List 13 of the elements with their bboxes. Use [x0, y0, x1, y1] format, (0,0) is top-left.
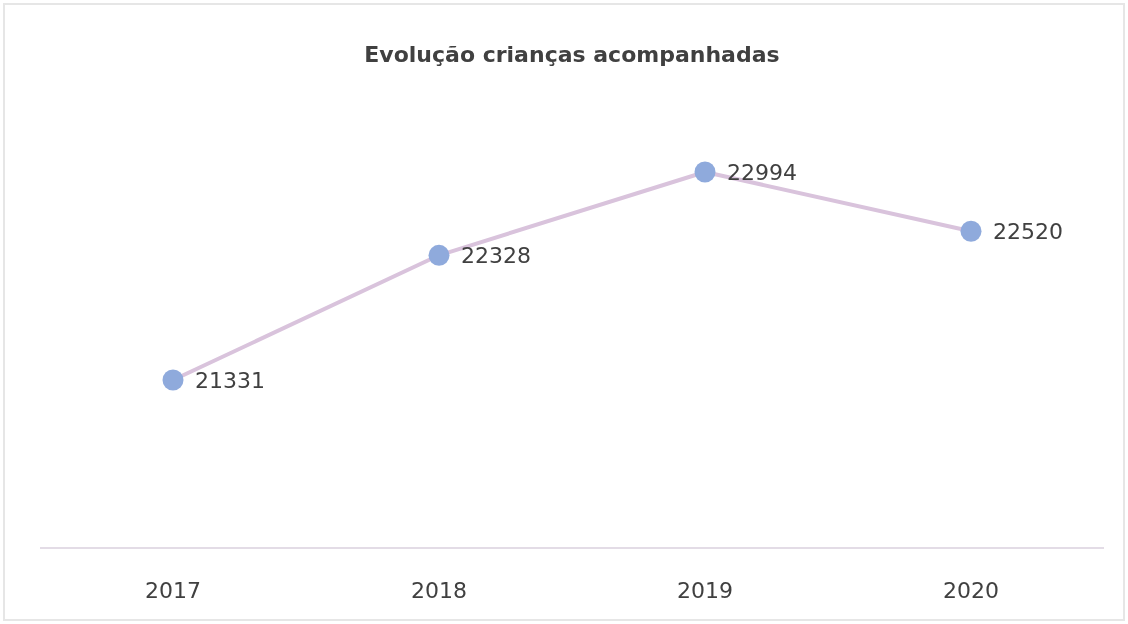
data-label: 22328 [461, 243, 531, 269]
data-label: 21331 [195, 368, 265, 393]
point [694, 161, 716, 183]
data-label: 22994 [727, 160, 797, 185]
x-tick-label: 2017 [145, 578, 201, 603]
data-label: 22520 [993, 219, 1063, 245]
point [960, 220, 982, 242]
x-tick-label: 2020 [943, 578, 999, 603]
chart-title: Evolução crianças acompanhadas [364, 42, 780, 67]
point [162, 369, 184, 391]
x-tick-label: 2019 [677, 578, 733, 603]
point [428, 244, 450, 266]
x-tick-label: 2018 [411, 578, 467, 603]
